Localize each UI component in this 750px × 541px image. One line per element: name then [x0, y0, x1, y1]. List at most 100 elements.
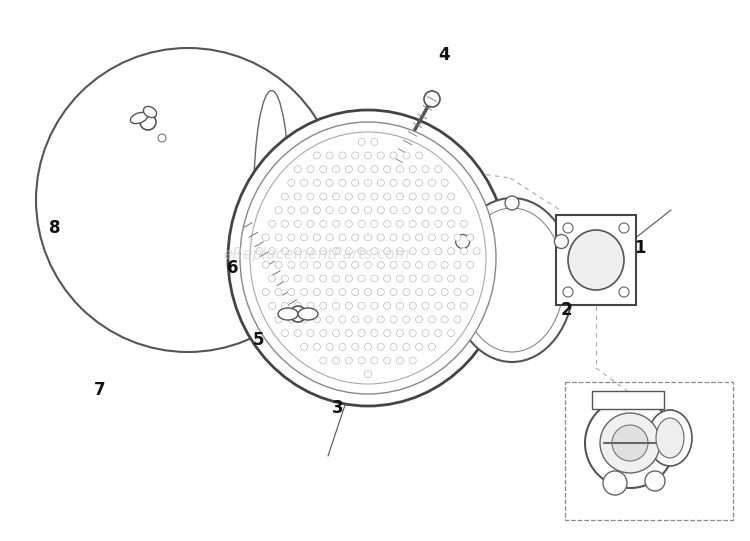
Circle shape	[352, 344, 358, 351]
Circle shape	[275, 261, 282, 268]
Circle shape	[645, 471, 665, 491]
Circle shape	[422, 248, 429, 255]
Text: 2: 2	[560, 301, 572, 319]
Circle shape	[416, 207, 423, 214]
Circle shape	[320, 220, 327, 227]
Circle shape	[390, 152, 397, 159]
Circle shape	[332, 248, 340, 255]
Circle shape	[345, 166, 352, 173]
Circle shape	[339, 234, 346, 241]
Circle shape	[466, 261, 474, 268]
Text: 5: 5	[252, 331, 264, 349]
Circle shape	[281, 193, 289, 200]
Circle shape	[422, 302, 429, 309]
Circle shape	[307, 220, 314, 227]
Circle shape	[339, 179, 346, 186]
Circle shape	[288, 207, 295, 214]
Circle shape	[307, 302, 314, 309]
Circle shape	[422, 220, 429, 227]
Circle shape	[377, 289, 384, 296]
Circle shape	[352, 289, 358, 296]
Circle shape	[441, 289, 448, 296]
Text: 3: 3	[332, 399, 344, 417]
Circle shape	[428, 316, 436, 323]
Circle shape	[397, 329, 404, 337]
Text: 8: 8	[50, 219, 61, 237]
Circle shape	[345, 193, 352, 200]
Circle shape	[397, 275, 404, 282]
Circle shape	[307, 248, 314, 255]
Circle shape	[326, 207, 333, 214]
Circle shape	[416, 152, 423, 159]
Circle shape	[352, 316, 358, 323]
Circle shape	[416, 289, 423, 296]
Circle shape	[307, 329, 314, 337]
Circle shape	[428, 234, 436, 241]
Circle shape	[358, 275, 365, 282]
Circle shape	[262, 234, 269, 241]
Circle shape	[140, 114, 156, 130]
Circle shape	[314, 289, 320, 296]
Circle shape	[390, 289, 397, 296]
Circle shape	[384, 193, 391, 200]
Circle shape	[314, 261, 320, 268]
Circle shape	[294, 193, 302, 200]
Circle shape	[460, 302, 467, 309]
Ellipse shape	[656, 418, 684, 458]
Circle shape	[339, 344, 346, 351]
Circle shape	[424, 91, 440, 107]
Circle shape	[275, 234, 282, 241]
Circle shape	[301, 179, 307, 186]
Circle shape	[326, 152, 333, 159]
Circle shape	[281, 302, 289, 309]
Circle shape	[358, 248, 365, 255]
Circle shape	[460, 248, 467, 255]
Circle shape	[563, 223, 573, 233]
Circle shape	[600, 413, 660, 473]
Circle shape	[288, 261, 295, 268]
Circle shape	[332, 329, 340, 337]
Circle shape	[377, 179, 384, 186]
Circle shape	[320, 193, 327, 200]
Circle shape	[448, 302, 454, 309]
Circle shape	[370, 357, 378, 364]
Circle shape	[448, 329, 454, 337]
Circle shape	[332, 275, 340, 282]
Circle shape	[314, 316, 320, 323]
Circle shape	[441, 234, 448, 241]
Circle shape	[320, 357, 327, 364]
Circle shape	[422, 193, 429, 200]
Circle shape	[435, 329, 442, 337]
Circle shape	[358, 193, 365, 200]
Circle shape	[358, 329, 365, 337]
Circle shape	[326, 316, 333, 323]
Circle shape	[364, 207, 371, 214]
Circle shape	[268, 220, 276, 227]
Circle shape	[397, 302, 404, 309]
Circle shape	[364, 152, 371, 159]
Ellipse shape	[648, 410, 692, 466]
Circle shape	[294, 329, 302, 337]
Text: 4: 4	[438, 46, 450, 64]
Circle shape	[397, 220, 404, 227]
Circle shape	[294, 248, 302, 255]
Circle shape	[290, 306, 306, 322]
Circle shape	[410, 220, 416, 227]
Circle shape	[345, 248, 352, 255]
Circle shape	[416, 179, 423, 186]
Circle shape	[384, 275, 391, 282]
Circle shape	[563, 287, 573, 297]
Circle shape	[326, 234, 333, 241]
Circle shape	[364, 316, 371, 323]
Circle shape	[320, 302, 327, 309]
Circle shape	[352, 152, 358, 159]
Circle shape	[422, 275, 429, 282]
Circle shape	[403, 344, 410, 351]
Circle shape	[358, 220, 365, 227]
Circle shape	[36, 48, 340, 352]
Circle shape	[384, 329, 391, 337]
Text: 1: 1	[634, 239, 646, 257]
Circle shape	[428, 289, 436, 296]
Circle shape	[505, 196, 519, 210]
Circle shape	[275, 289, 282, 296]
